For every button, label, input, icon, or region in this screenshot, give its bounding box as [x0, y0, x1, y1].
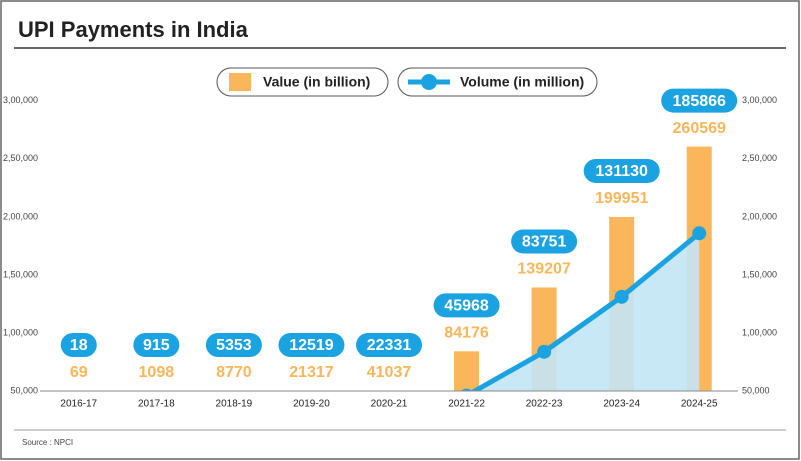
bar-value-label: 21317: [289, 364, 334, 381]
value-pill: [60, 333, 97, 357]
line-value-label: 131130: [595, 163, 648, 180]
bar-value-label: 139207: [517, 261, 570, 278]
plot-area: [78, 146, 712, 391]
line-value-label: 185866: [673, 93, 726, 110]
value-pill: [511, 229, 578, 254]
line-value-label: 5353: [216, 337, 252, 354]
bar-value-label: 69: [70, 364, 88, 381]
line-point: [461, 388, 472, 391]
value-pill: [205, 333, 262, 357]
x-tick-label: 2017-18: [138, 399, 175, 410]
value-pill: [433, 293, 500, 318]
source: Source : NPCI: [22, 438, 73, 447]
value-pill: [583, 158, 660, 183]
value-pill: [278, 333, 345, 357]
legend-box: [397, 67, 598, 97]
value-pill: [356, 333, 422, 357]
value-pill: [661, 88, 738, 113]
y-tick-label: 2,00,000: [3, 211, 38, 221]
y2-tick-label: 3,00,000: [742, 95, 777, 105]
line-point: [537, 344, 552, 359]
area: [78, 233, 700, 391]
y2-tick-label: 1,50,000: [742, 269, 777, 279]
y2-tick-label: 50,000: [742, 385, 770, 395]
line-value-label: 18: [70, 337, 88, 354]
bar-value-label: 41037: [367, 364, 412, 381]
y-tick-label: 1,50,000: [3, 269, 38, 279]
x-tick-label: 2021-22: [448, 399, 485, 410]
y-tick-label: 50,000: [10, 385, 38, 395]
bar-value-label: 199951: [595, 190, 648, 207]
x-tick-label: 2019-20: [293, 399, 330, 410]
y-tick-label: 3,00,000: [3, 95, 38, 105]
value-pill: [133, 333, 180, 357]
y-tick-label: 2,50,000: [3, 153, 38, 163]
x-tick-label: 2022-23: [526, 399, 563, 410]
y2-tick-label: 2,50,000: [742, 153, 777, 163]
line-value-label: 22331: [367, 337, 412, 354]
legend-box: [216, 67, 389, 97]
legend-label: Volume (in million): [460, 74, 584, 90]
line: [469, 231, 701, 391]
line-value-label: 83751: [522, 234, 567, 251]
x-tick-label: 2020-21: [371, 399, 408, 410]
bar-value-label: 8770: [216, 364, 252, 381]
line-value-label: 45968: [444, 298, 489, 315]
line-value-label: 915: [143, 337, 170, 354]
legend-swatch: [229, 73, 251, 91]
y-tick-label: 1,00,000: [3, 327, 38, 337]
x-tick-label: 2024-25: [681, 399, 718, 410]
line-point: [614, 289, 629, 304]
legend-swatch-point: [421, 74, 437, 90]
bar: [454, 351, 480, 391]
bar-value-label: 1098: [139, 364, 175, 381]
bar-value-label: 260569: [673, 120, 726, 137]
chart-title: UPI Payments in India: [18, 17, 249, 42]
legend-label: Value (in billion): [263, 74, 370, 90]
y2-tick-label: 1,00,000: [742, 327, 777, 337]
y2-tick-label: 2,00,000: [742, 211, 777, 221]
line-value-label: 12519: [289, 337, 334, 354]
x-tick-label: 2023-24: [603, 399, 640, 410]
line-point: [692, 226, 707, 241]
bar-value-label: 84176: [444, 325, 489, 342]
x-tick-label: 2016-17: [60, 399, 97, 410]
x-tick-label: 2018-19: [216, 399, 253, 410]
data-labels: 69 1098 8770 21317 41037 84176 139207 199951 260…: [60, 88, 738, 381]
